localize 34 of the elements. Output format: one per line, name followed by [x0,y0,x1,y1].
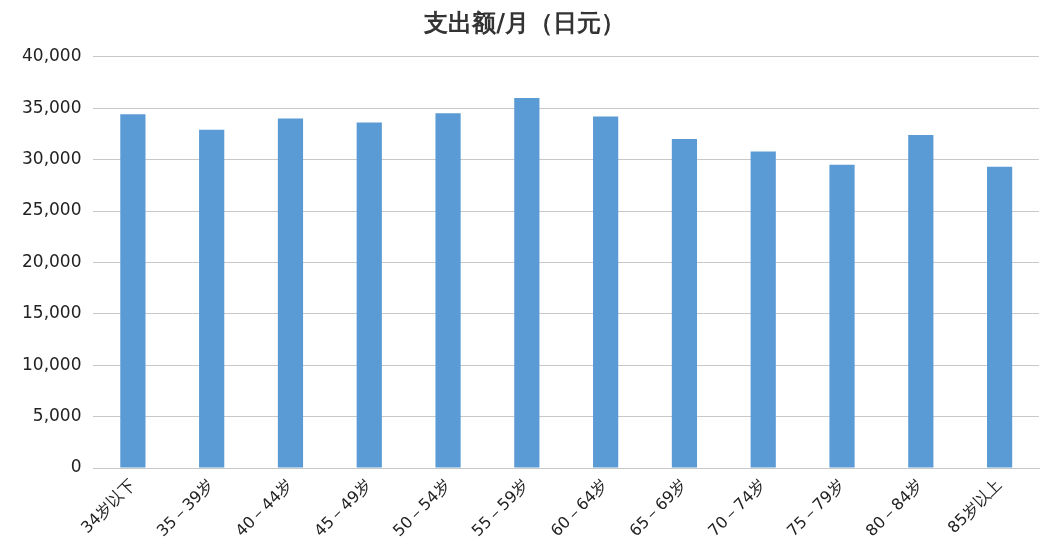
bar [514,97,540,468]
bar [671,139,698,468]
y-tick-label: 20,000 [22,250,82,271]
y-tick-label: 5,000 [32,405,82,426]
bar [593,116,619,468]
x-tick-label: 45－49岁 [310,475,376,540]
y-tick-label: 25,000 [22,199,82,220]
x-tick-label: 70－74岁 [704,475,769,540]
chart-title: 支出额/月（日元） [423,8,625,37]
bar [277,118,304,468]
y-tick-label: 35,000 [22,96,82,117]
bar [199,129,225,468]
x-tick-label: 85岁以上 [943,475,1006,537]
x-tick-label: 75－79岁 [782,475,848,540]
bar [356,122,382,468]
x-tick-label: 80－84岁 [861,475,927,540]
x-tick-label: 65－69岁 [625,475,691,540]
y-tick-label: 15,000 [22,302,82,323]
bar [908,134,934,468]
bar [435,113,461,468]
x-tick-label: 55－59岁 [467,475,533,540]
x-tick-label: 34岁以下 [76,475,139,537]
x-tick-label: 40－44岁 [231,475,297,540]
x-tick-label: 60－64岁 [546,475,612,540]
bar [987,166,1013,468]
x-tick-label: 50－54岁 [388,475,454,540]
bar [750,151,776,468]
bar [120,114,146,468]
bar [829,164,855,468]
y-tick-label: 30,000 [22,148,82,169]
x-tick-label: 35－39岁 [152,475,218,540]
y-tick-label: 40,000 [22,45,82,66]
y-tick-label: 10,000 [22,353,82,374]
y-tick-label: 0 [70,456,82,477]
